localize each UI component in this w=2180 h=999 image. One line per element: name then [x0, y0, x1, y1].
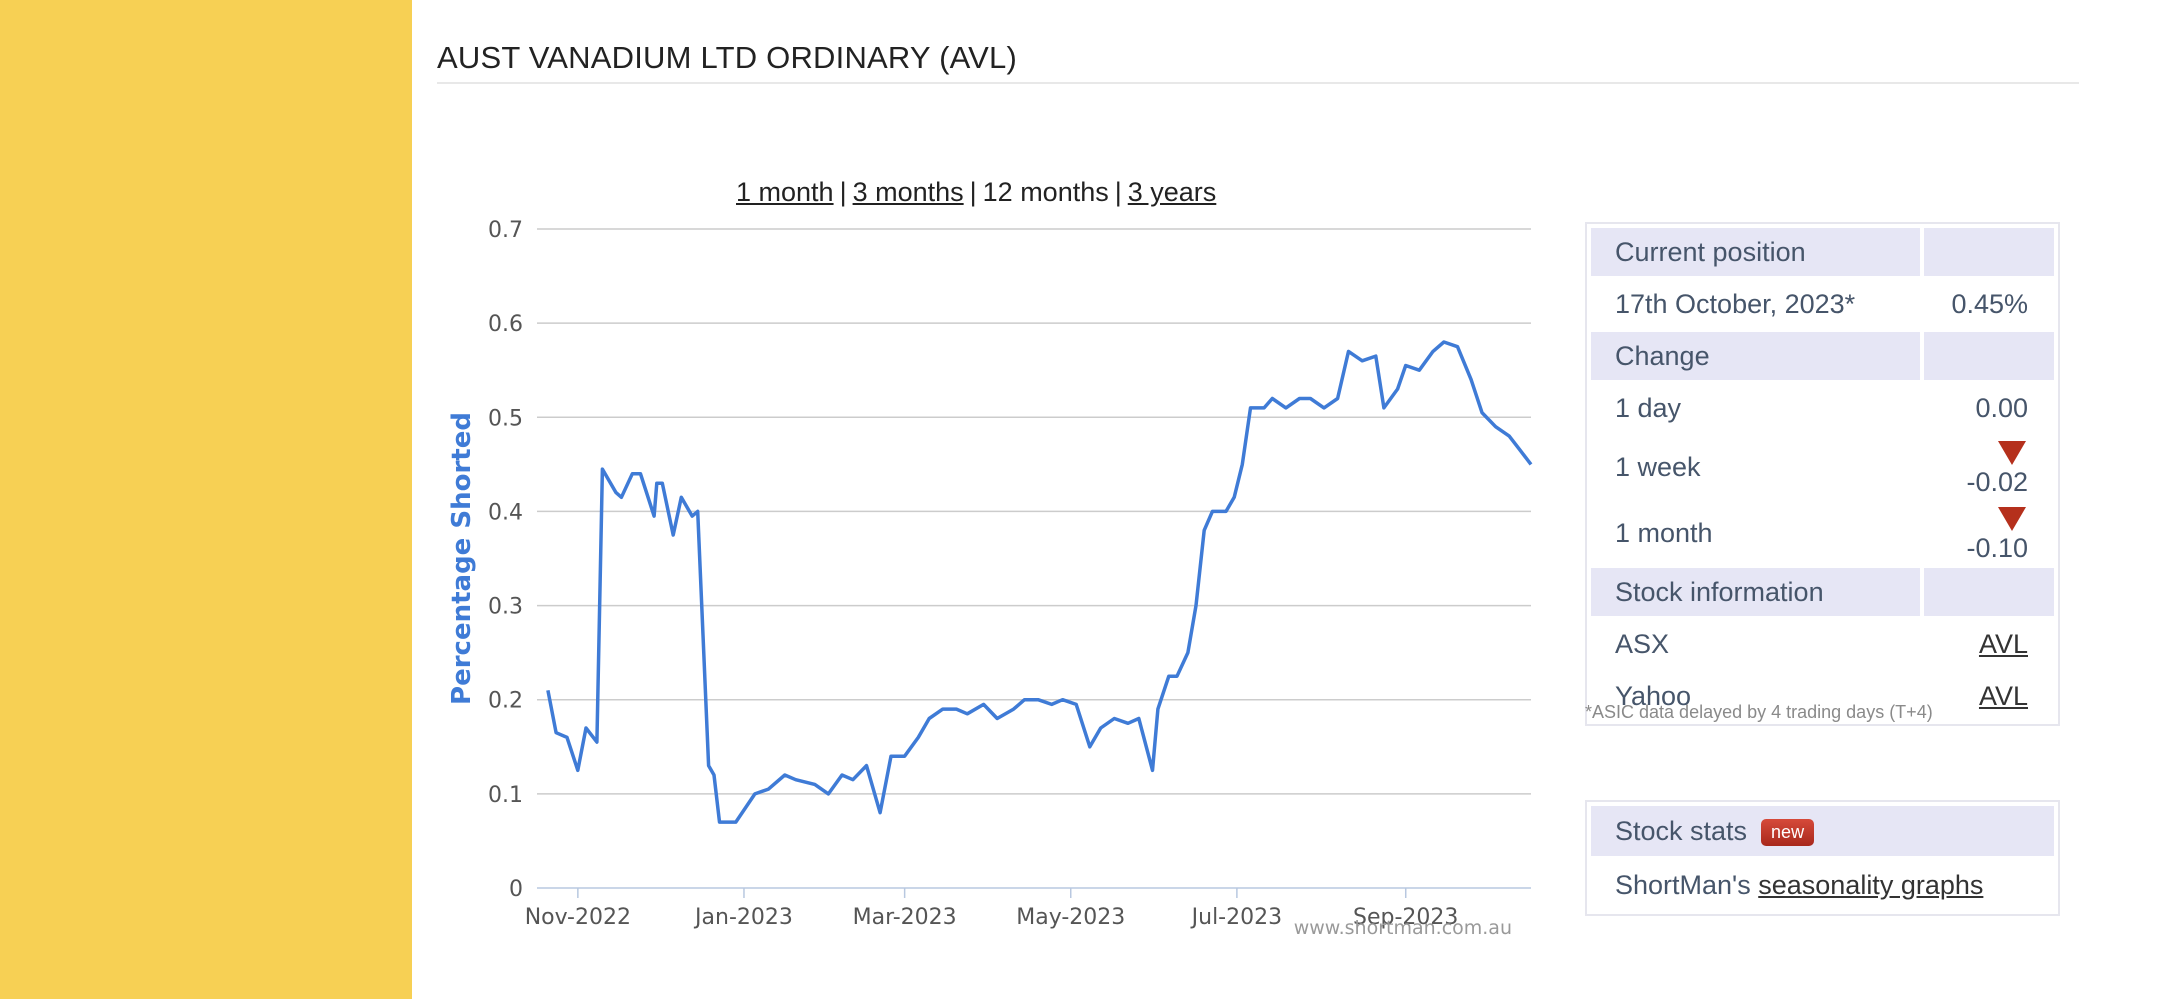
- x-tick-label: Jan-2023: [693, 905, 793, 930]
- range-3-years[interactable]: 3 years: [1127, 177, 1217, 207]
- change-1-week-cell: -0.02: [1924, 436, 2054, 498]
- y-axis-label: Percentage Shorted: [447, 412, 477, 705]
- y-tick-label: 0: [509, 877, 523, 902]
- y-tick-label: 0.5: [488, 406, 523, 431]
- header-spacer: [1924, 228, 2054, 276]
- header-spacer: [1924, 568, 2054, 616]
- current-position-header: Current position: [1591, 228, 1920, 276]
- position-date: 17th October, 2023*: [1615, 288, 1856, 319]
- stock-stats-header: Stock stats new: [1591, 806, 2054, 856]
- seasonality-graphs-link[interactable]: seasonality graphs: [1758, 869, 1984, 900]
- y-tick-label: 0.7: [488, 218, 523, 243]
- change-header: Change: [1591, 332, 1920, 380]
- change-1-week-label: 1 week: [1615, 451, 1701, 482]
- down-arrow-icon: [1998, 506, 2026, 531]
- new-badge: new: [1761, 818, 1815, 846]
- change-1-week-value: -0.02: [1966, 467, 2028, 497]
- yahoo-link[interactable]: AVL: [1978, 680, 2028, 711]
- x-tick-label: Sep-2023: [1353, 905, 1458, 930]
- change-1-month-label: 1 month: [1615, 517, 1713, 548]
- x-tick-label: Jul-2023: [1190, 905, 1282, 930]
- y-tick-label: 0.3: [488, 595, 523, 620]
- down-arrow-icon: [1998, 440, 2026, 465]
- x-tick-label: May-2023: [1016, 905, 1125, 930]
- yahoo-label: Yahoo: [1615, 680, 1692, 711]
- range-separator: |: [1114, 177, 1122, 207]
- stock-info-header: Stock information: [1591, 568, 1920, 616]
- header-spacer: [1924, 332, 2054, 380]
- change-1-month-cell: -0.10: [1924, 502, 2054, 564]
- sidebar: [0, 0, 412, 999]
- range-1-month[interactable]: 1 month: [736, 177, 834, 207]
- position-value: 0.45%: [1951, 288, 2028, 319]
- chart-watermark: www.shortman.com.au: [1294, 917, 1512, 939]
- change-1-month-value: -0.10: [1966, 533, 2028, 563]
- seasonality-row: ShortMan's seasonality graphs: [1591, 860, 2054, 910]
- range-12-months: 12 months: [982, 177, 1109, 207]
- asx-label: ASX: [1615, 628, 1670, 659]
- stock-stats-label: Stock stats: [1615, 815, 1748, 846]
- y-tick-label: 0.6: [488, 312, 523, 337]
- page-title: AUST VANADIUM LTD ORDINARY (AVL): [437, 40, 1018, 75]
- y-tick-label: 0.2: [488, 689, 523, 714]
- title-divider: [437, 82, 2079, 84]
- x-tick-label: Mar-2023: [853, 905, 957, 930]
- range-separator: |: [969, 177, 977, 207]
- short-series-line: [546, 340, 1533, 824]
- asx-link[interactable]: AVL: [1978, 628, 2028, 659]
- seasonality-prefix: ShortMan's: [1615, 869, 1751, 900]
- position-table: Current position 17th October, 2023* 0.4…: [1585, 222, 2060, 726]
- asic-footnote: *ASIC data delayed by 4 trading days (T+…: [1585, 702, 1933, 722]
- y-tick-label: 0.1: [488, 783, 523, 808]
- stock-stats-table: Stock stats new ShortMan's seasonality gr…: [1585, 800, 2060, 916]
- change-1-day-value: 0.00: [1975, 392, 2028, 423]
- range-3-months[interactable]: 3 months: [852, 177, 964, 207]
- change-1-day-label: 1 day: [1615, 392, 1682, 423]
- x-tick-label: Nov-2022: [525, 905, 631, 930]
- range-separator: |: [839, 177, 847, 207]
- y-tick-label: 0.4: [488, 500, 523, 525]
